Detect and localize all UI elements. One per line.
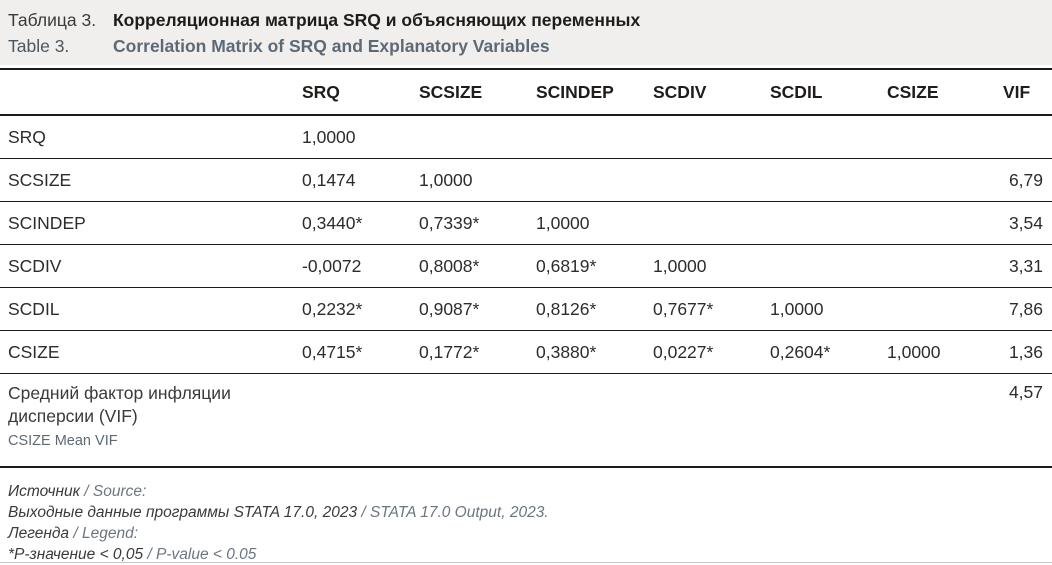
- matrix-cell: 0,1772*: [411, 330, 528, 374]
- matrix-cell: [879, 244, 996, 288]
- summary-label-ru: Средний фактор инфляции дисперсии (VIF): [8, 383, 231, 426]
- matrix-cell: 0,3880*: [528, 330, 645, 374]
- matrix-cell: [879, 115, 996, 159]
- row-label: CSIZE: [0, 330, 294, 374]
- row-label: SCINDEP: [0, 201, 294, 245]
- note-text-ru: *P-значение < 0,05: [8, 546, 144, 563]
- matrix-cell: 0,7677*: [645, 287, 762, 331]
- table-row-scsize: SCSIZE 0,1474 1,0000 6,79: [0, 158, 1052, 202]
- vif-value: [996, 115, 1052, 159]
- matrix-cell: [762, 201, 879, 245]
- matrix-cell: 1,0000: [879, 330, 996, 374]
- matrix-cell: 0,9087*: [411, 287, 528, 331]
- matrix-cell: 1,0000: [294, 115, 411, 159]
- caption-line-ru: Таблица 3. Корреляционная матрица SRQ и о…: [8, 7, 1052, 33]
- vif-value: 3,54: [996, 201, 1052, 245]
- matrix-cell: 0,7339*: [411, 201, 528, 245]
- matrix-cell: [411, 115, 528, 159]
- column-header-spacer: [0, 69, 294, 116]
- matrix-cell: [528, 115, 645, 159]
- vif-value: 3,31: [996, 244, 1052, 288]
- matrix-cell: 1,0000: [762, 287, 879, 331]
- note-text-ru: Легенда: [8, 525, 70, 542]
- table-row-scdil: SCDIL 0,2232* 0,9087* 0,8126* 0,7677* 1,0000 7…: [0, 287, 1052, 331]
- matrix-cell: 0,0227*: [645, 330, 762, 374]
- matrix-cell: 0,1474: [294, 158, 411, 202]
- summary-vif-value: 4,57: [996, 373, 1052, 468]
- matrix-cell: 0,3440*: [294, 201, 411, 245]
- matrix-cell: 0,4715*: [294, 330, 411, 374]
- note-line: Выходные данные программы STATA 17.0, 20…: [8, 502, 1052, 523]
- matrix-cell: -0,0072: [294, 244, 411, 288]
- matrix-cell: 0,2232*: [294, 287, 411, 331]
- header-row: SRQ SCSIZE SCINDEP SCDIV SCDIL CSIZE VIF: [0, 69, 1052, 116]
- row-label: SCDIV: [0, 244, 294, 288]
- caption-text-en: Correlation Matrix of SRQ and Explanator…: [113, 36, 550, 56]
- note-line: Источник / Source:: [8, 481, 1052, 502]
- note-line: *P-значение < 0,05 / P-value < 0.05: [8, 544, 1052, 565]
- matrix-cell: 1,0000: [528, 201, 645, 245]
- column-header-scdiv: SCDIV: [645, 69, 762, 116]
- matrix-cell: [645, 158, 762, 202]
- table-caption: Таблица 3. Корреляционная матрица SRQ и о…: [0, 0, 1052, 65]
- summary-empty-cells: [294, 373, 996, 468]
- matrix-cell: [879, 158, 996, 202]
- matrix-cell: [645, 201, 762, 245]
- table-row-scindep: SCINDEP 0,3440* 0,7339* 1,0000 3,54: [0, 201, 1052, 245]
- column-header-scindep: SCINDEP: [528, 69, 645, 116]
- summary-label-en: CSIZE Mean VIF: [8, 433, 118, 449]
- note-text-en: / STATA 17.0 Output, 2023.: [357, 504, 549, 521]
- matrix-cell: 0,2604*: [762, 330, 879, 374]
- note-line: Легенда / Legend:: [8, 523, 1052, 544]
- row-label: SCSIZE: [0, 158, 294, 202]
- vif-value: 1,36: [996, 330, 1052, 374]
- matrix-cell: [528, 158, 645, 202]
- matrix-cell: 0,6819*: [528, 244, 645, 288]
- note-text-en: / P-value < 0.05: [143, 546, 257, 563]
- bottom-divider: [0, 562, 1052, 563]
- matrix-cell: [645, 115, 762, 159]
- vif-value: 7,86: [996, 287, 1052, 331]
- matrix-cell: [879, 201, 996, 245]
- vif-value: 6,79: [996, 158, 1052, 202]
- table-notes: Источник / Source: Выходные данные програ…: [0, 468, 1052, 565]
- matrix-cell: 0,8126*: [528, 287, 645, 331]
- correlation-matrix-table: SRQ SCSIZE SCINDEP SCDIV SCDIL CSIZE VIF SRQ 1,…: [0, 68, 1052, 468]
- matrix-cell: [762, 158, 879, 202]
- table-row-csize: CSIZE 0,4715* 0,1772* 0,3880* 0,0227* 0,2604*…: [0, 330, 1052, 374]
- matrix-cell: 0,8008*: [411, 244, 528, 288]
- caption-line-en: Table 3. Correlation Matrix of SRQ and Ex…: [8, 33, 1052, 59]
- note-text-ru: Источник: [8, 483, 80, 500]
- column-header-scdil: SCDIL: [762, 69, 879, 116]
- table-summary: Средний фактор инфляции дисперсии (VIF) …: [0, 373, 1052, 468]
- table-row-mean-vif: Средний фактор инфляции дисперсии (VIF) …: [0, 373, 1052, 468]
- caption-label-en: Table 3.: [8, 36, 70, 56]
- caption-text-ru: Корреляционная матрица SRQ и объясняющих…: [113, 10, 641, 30]
- note-text-en: / Legend:: [69, 525, 139, 542]
- matrix-cell: [762, 115, 879, 159]
- row-label: SRQ: [0, 115, 294, 159]
- table-row-srq: SRQ 1,0000: [0, 115, 1052, 159]
- table-header: SRQ SCSIZE SCINDEP SCDIV SCDIL CSIZE VIF: [0, 69, 1052, 116]
- matrix-cell: [762, 244, 879, 288]
- note-text-en: / Source:: [80, 483, 147, 500]
- note-text-ru: Выходные данные программы STATA 17.0, 20…: [8, 504, 358, 521]
- column-header-srq: SRQ: [294, 69, 411, 116]
- summary-row-label: Средний фактор инфляции дисперсии (VIF) …: [0, 373, 294, 468]
- table-body: SRQ 1,0000 SCSIZE 0,1474 1,0000 6,79 SCINDEP 0,…: [0, 115, 1052, 374]
- matrix-cell: 1,0000: [645, 244, 762, 288]
- row-label: SCDIL: [0, 287, 294, 331]
- column-header-vif: VIF: [996, 69, 1052, 116]
- matrix-cell: [879, 287, 996, 331]
- caption-label-ru: Таблица 3.: [8, 10, 97, 30]
- table-row-scdiv: SCDIV -0,0072 0,8008* 0,6819* 1,0000 3,31: [0, 244, 1052, 288]
- column-header-scsize: SCSIZE: [411, 69, 528, 116]
- column-header-csize: CSIZE: [879, 69, 996, 116]
- matrix-cell: 1,0000: [411, 158, 528, 202]
